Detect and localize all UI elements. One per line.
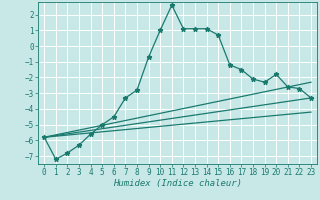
X-axis label: Humidex (Indice chaleur): Humidex (Indice chaleur) <box>113 179 242 188</box>
